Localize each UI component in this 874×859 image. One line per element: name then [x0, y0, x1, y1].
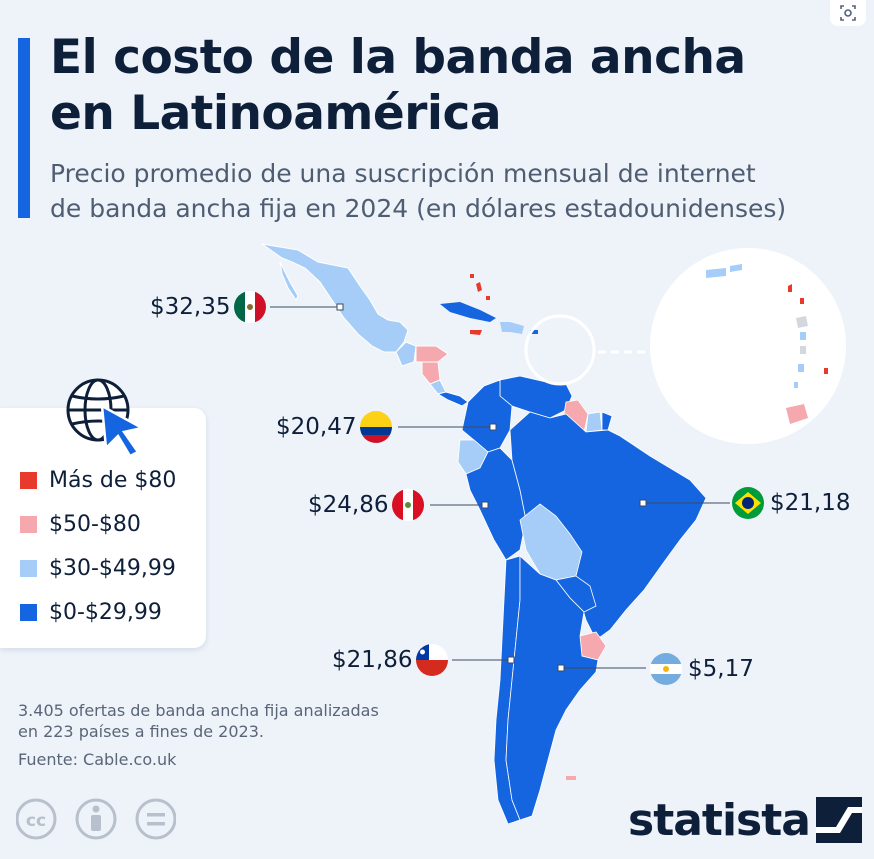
zoom-island-trinidad[interactable] — [786, 404, 808, 424]
legend-item-30-50: $30-$49,99 — [20, 554, 176, 582]
brazil-flag-icon — [732, 487, 764, 519]
page-title: El costo de la banda ancha en Latinoamér… — [50, 30, 830, 142]
legend-swatch — [20, 471, 37, 489]
peru-flag-icon — [392, 489, 424, 521]
country-mexico[interactable] — [261, 243, 409, 353]
zoom-island-puerto-rico[interactable] — [706, 264, 742, 278]
country-panama[interactable] — [436, 391, 469, 407]
zoom-island-dominica[interactable] — [800, 332, 806, 340]
note-line-2: en 223 países a fines de 2023. — [18, 722, 264, 741]
legend-swatch — [20, 515, 37, 533]
price-mexico: $32,35 — [150, 294, 231, 320]
legend-swatch — [20, 603, 37, 621]
subtitle-line-1: Precio promedio de una suscripción mensu… — [50, 159, 756, 188]
marker-colombia — [489, 423, 497, 431]
price-chile: $21,86 — [332, 647, 413, 673]
marker-mexico — [336, 303, 344, 311]
no-derivatives-icon — [135, 798, 176, 840]
zoom-island-barbados[interactable] — [824, 368, 828, 374]
zoom-island-st-vincent[interactable] — [794, 382, 798, 388]
falkland-islands[interactable] — [566, 776, 576, 780]
legend-label: Más de $80 — [49, 467, 177, 493]
price-argentina: $5,17 — [688, 656, 754, 682]
brand-text: statista — [628, 794, 811, 846]
zoom-target-ring — [524, 314, 596, 386]
svg-text:cc: cc — [26, 811, 46, 831]
country-cuba[interactable] — [440, 302, 496, 322]
title-line-1: El costo de la banda ancha — [50, 30, 746, 85]
mexico-flag-icon — [234, 291, 266, 323]
zoom-island-antigua[interactable] — [800, 298, 804, 304]
country-bahamas[interactable] — [470, 274, 490, 300]
country-argentina[interactable] — [505, 555, 599, 821]
legend-card: Más de $80 $50-$80 $30-$49,99 $0-$29,99 — [0, 408, 206, 648]
title-accent-bar — [18, 38, 30, 218]
legend-item-50-80: $50-$80 — [20, 510, 141, 538]
chile-flag-icon — [416, 644, 448, 676]
country-guatemala[interactable] — [395, 341, 417, 367]
colombia-flag-icon — [360, 411, 392, 443]
price-colombia: $20,47 — [276, 414, 357, 440]
globe-cursor-icon — [66, 378, 146, 458]
marker-brazil — [639, 499, 647, 507]
zoom-island-st-lucia[interactable] — [798, 364, 804, 372]
country-french-guiana[interactable] — [601, 411, 613, 431]
country-haiti[interactable] — [500, 322, 510, 332]
marker-peru — [481, 501, 489, 509]
legend-label: $50-$80 — [49, 511, 141, 537]
legend-swatch — [20, 559, 37, 577]
cc-icon: cc — [16, 798, 57, 840]
focus-scan-icon — [840, 5, 856, 21]
screenshot-button[interactable] — [830, 0, 866, 26]
zoom-island-guadeloupe[interactable] — [796, 316, 808, 328]
page-subtitle: Precio promedio de una suscripción mensu… — [50, 156, 850, 226]
price-peru: $24,86 — [308, 492, 389, 518]
country-honduras[interactable] — [415, 345, 449, 363]
country-bolivia[interactable] — [519, 503, 583, 581]
subtitle-line-2: de banda ancha fija en 2024 (en dólares … — [50, 194, 787, 223]
country-dominican-republic[interactable] — [510, 322, 524, 334]
caribbean-zoom-circle — [650, 248, 846, 444]
note-line-1: 3.405 ofertas de banda ancha fija analiz… — [18, 701, 379, 720]
zoom-island-martinique[interactable] — [800, 346, 806, 354]
country-jamaica[interactable] — [470, 330, 482, 335]
legend-item-over-80: Más de $80 — [20, 466, 176, 494]
methodology-note: 3.405 ofertas de banda ancha fija analiz… — [18, 700, 438, 742]
price-brazil: $21,18 — [770, 490, 851, 516]
statista-logo[interactable]: statista — [628, 792, 862, 848]
statista-mark-icon — [815, 797, 862, 843]
source-text: Fuente: Cable.co.uk — [18, 750, 177, 769]
marker-chile — [507, 656, 515, 664]
country-suriname[interactable] — [585, 411, 603, 433]
legend-label: $30-$49,99 — [49, 555, 176, 581]
country-uruguay[interactable] — [579, 631, 607, 661]
legend-item-0-30: $0-$29,99 — [20, 598, 162, 626]
zoom-island-leeward[interactable] — [788, 284, 792, 292]
marker-argentina — [557, 664, 565, 672]
creative-commons-icons[interactable]: cc — [16, 796, 176, 842]
title-line-2: en Latinoamérica — [50, 86, 502, 141]
legend-label: $0-$29,99 — [49, 599, 162, 625]
attribution-icon — [75, 798, 117, 840]
argentina-flag-icon — [650, 653, 682, 685]
